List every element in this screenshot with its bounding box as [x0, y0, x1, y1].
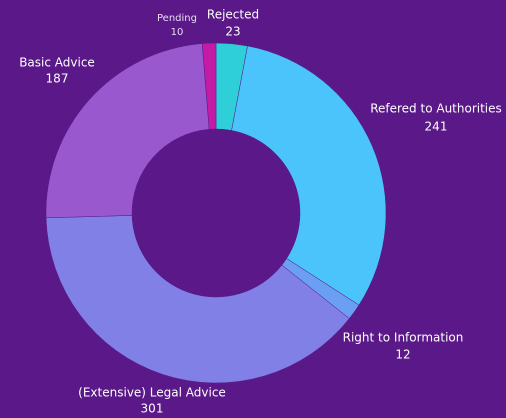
slice-label: Right to Information [343, 331, 464, 345]
donut-slice [231, 45, 387, 306]
slice-label: (Extensive) Legal Advice [78, 386, 226, 400]
slice-label: Basic Advice [19, 56, 95, 70]
slice-label: Pending [157, 13, 197, 24]
slice-value: 187 [46, 72, 69, 86]
slice-value: 10 [171, 27, 184, 38]
donut-slice [45, 215, 350, 384]
slice-value: 23 [225, 25, 240, 39]
donut-slice [45, 43, 210, 219]
donut-slice [201, 42, 217, 130]
slice-label: Refered to Authorities [370, 102, 502, 116]
slice-value: 241 [425, 120, 448, 134]
slice-label: Rejected [207, 8, 259, 22]
slice-value: 301 [141, 402, 164, 416]
slice-value: 12 [395, 348, 410, 362]
